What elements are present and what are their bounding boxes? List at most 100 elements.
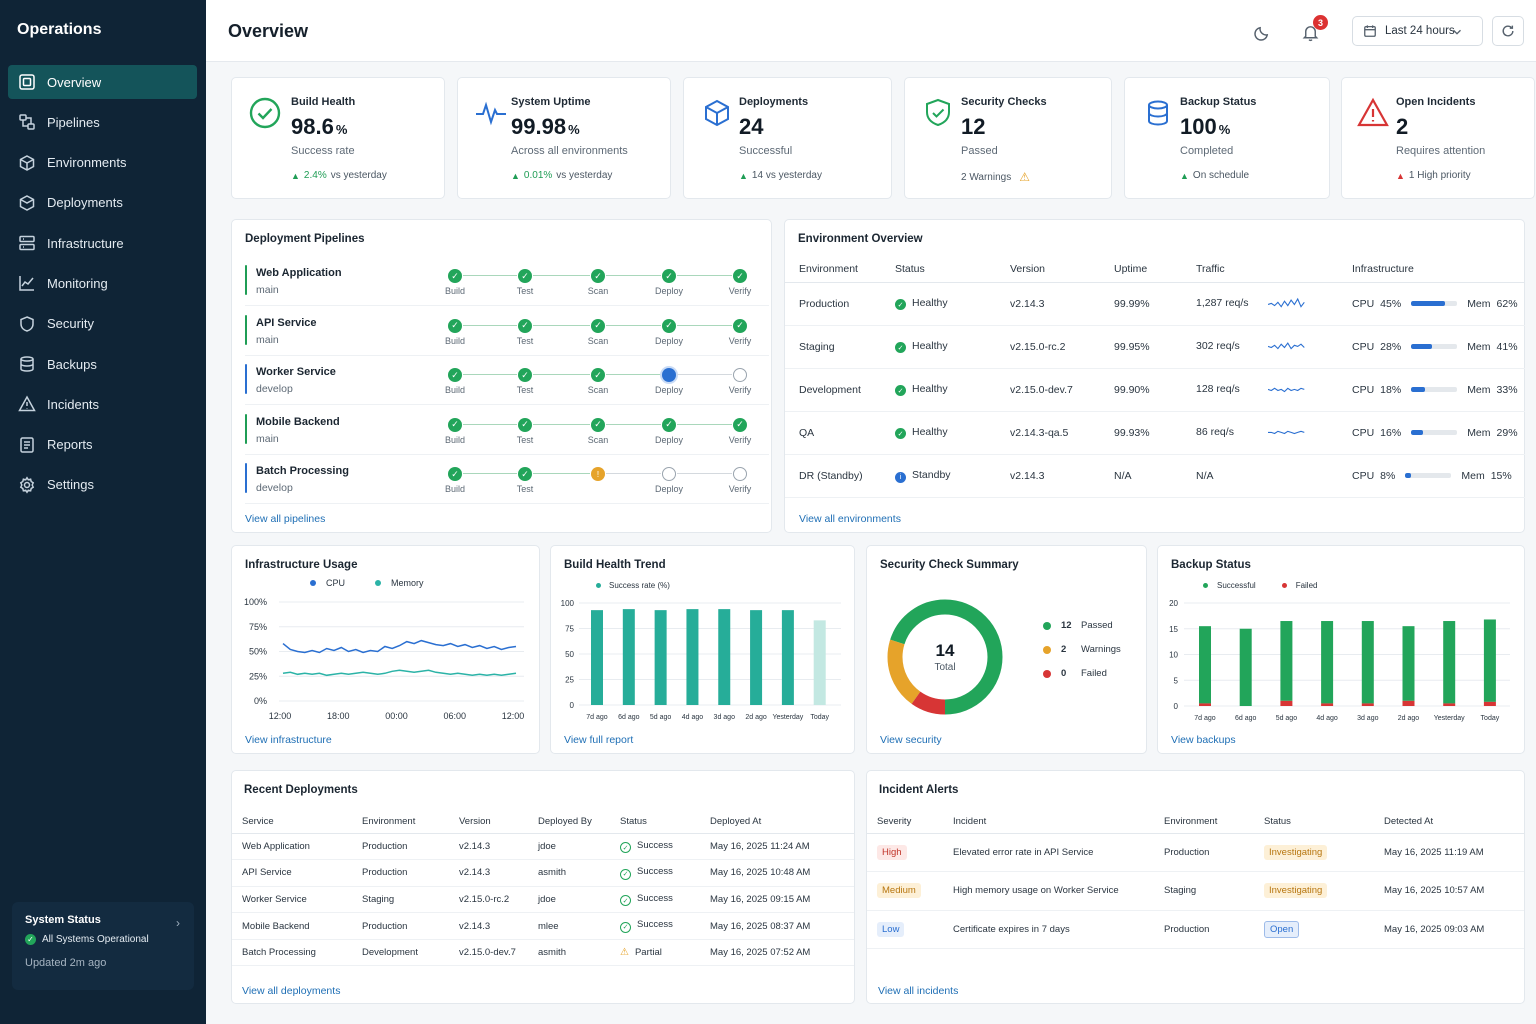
view-all-environments-link[interactable]: View all environments bbox=[799, 513, 901, 525]
kpi-system-uptime[interactable]: System Uptime 99.98% Across all environm… bbox=[457, 77, 671, 199]
sidebar-item-backups[interactable]: Backups bbox=[8, 347, 197, 381]
sidebar-item-infrastructure[interactable]: Infrastructure bbox=[8, 226, 197, 260]
cpu-bar-fill bbox=[1411, 344, 1433, 350]
environment-row[interactable]: Development ✓ Healthy v2.15.0-dev.7 99.90% 12… bbox=[785, 368, 1525, 412]
view-all-deployments-link[interactable]: View all deployments bbox=[242, 985, 341, 997]
pipeline-row[interactable]: Mobile Backend main ✓ Build ✓ Test ✓ Scan ✓ Deplo… bbox=[245, 407, 769, 455]
deployment-version: v2.14.3 bbox=[449, 859, 528, 887]
pipeline-stage[interactable]: ✓ Scan bbox=[568, 318, 628, 346]
deployment-env: Production bbox=[352, 912, 449, 940]
view-backups-link[interactable]: View backups bbox=[1171, 734, 1236, 746]
theme-toggle-button[interactable] bbox=[1249, 19, 1275, 45]
environment-row[interactable]: Production ✓ Healthy v2.14.3 99.99% 1,287 req… bbox=[785, 282, 1525, 326]
pipeline-stage[interactable]: ✓ Scan bbox=[568, 269, 628, 296]
bar-failed bbox=[1280, 700, 1293, 706]
kpi-build-health[interactable]: Build Health 98.6% Success rate ▲ 2.4% vs … bbox=[231, 77, 445, 199]
sidebar-item-label: Incidents bbox=[47, 396, 100, 412]
pipeline-stage[interactable]: ✓ Build bbox=[425, 467, 485, 494]
pipeline-row[interactable]: API Service main ✓ Build ✓ Test ✓ Scan ✓ Deploy ✓ V… bbox=[245, 308, 769, 356]
pipeline-stage[interactable]: Verify bbox=[710, 467, 770, 494]
deployment-row[interactable]: API Service Production v2.14.3 asmith ✓ Succe… bbox=[232, 859, 854, 887]
card-title: Infrastructure Usage bbox=[245, 559, 358, 571]
view-security-link[interactable]: View security bbox=[880, 734, 942, 746]
kpi-security-checks[interactable]: Security Checks 12 Passed 2 Warnings ⚠ bbox=[904, 77, 1112, 199]
refresh-button[interactable] bbox=[1492, 16, 1524, 46]
pipeline-stage[interactable]: ✓ Test bbox=[495, 417, 555, 445]
pipeline-stage[interactable]: ✓ Build bbox=[425, 368, 485, 395]
pipeline-stage[interactable]: ✓ Test bbox=[495, 467, 555, 494]
pipeline-stage[interactable]: ✓ Verify bbox=[710, 318, 770, 346]
cpu-bar bbox=[1405, 473, 1452, 479]
sidebar-item-label: Infrastructure bbox=[47, 235, 124, 251]
sidebar-item-environments[interactable]: Environments bbox=[8, 146, 197, 180]
environments-icon bbox=[19, 154, 35, 171]
pipeline-row[interactable]: Worker Service develop ✓ Build ✓ Test ✓ Scan Dep… bbox=[245, 357, 769, 405]
pipeline-row[interactable]: Web Application main ✓ Build ✓ Test ✓ Scan ✓ Depl… bbox=[245, 258, 769, 306]
environment-row[interactable]: QA ✓ Healthy v2.14.3-qa.5 99.93% 86 req/s CPU 1… bbox=[785, 411, 1525, 455]
pipeline-stage[interactable]: ✓ Scan bbox=[568, 417, 628, 445]
cpu-label: CPU bbox=[1352, 340, 1375, 353]
notifications-button[interactable]: 3 bbox=[1297, 15, 1328, 45]
kpi-backup-status[interactable]: Backup Status 100% Completed ▲ On schedul… bbox=[1124, 77, 1330, 199]
deployment-status: Success bbox=[637, 892, 673, 904]
environment-row[interactable]: DR (Standby) i Standby v2.14.3 N/A N/A CPU 8% Me… bbox=[785, 454, 1525, 498]
pipeline-stage[interactable]: ✓ Test bbox=[495, 318, 555, 346]
pipeline-stage[interactable]: ✓ Test bbox=[495, 368, 555, 395]
pipeline-stage[interactable]: ✓ Deploy bbox=[639, 318, 699, 346]
pipeline-stage[interactable]: Verify bbox=[710, 368, 770, 395]
sidebar-item-pipelines[interactable]: Pipelines bbox=[8, 105, 197, 139]
stage-connector bbox=[606, 275, 661, 276]
pipeline-row[interactable]: Batch Processing develop ✓ Build ✓ Test! Deplo… bbox=[245, 456, 769, 504]
deployment-at: May 16, 2025 10:48 AM bbox=[700, 859, 854, 887]
pipeline-stage[interactable]: ✓ Verify bbox=[710, 417, 770, 445]
pipeline-stage[interactable]: ✓ Test bbox=[495, 269, 555, 296]
pipeline-stage[interactable]: ✓ Deploy bbox=[639, 417, 699, 445]
incident-row[interactable]: High Elevated error rate in API Service Pr… bbox=[867, 833, 1524, 872]
sidebar-item-label: Reports bbox=[47, 437, 93, 453]
env-uptime: 99.99% bbox=[1114, 282, 1196, 326]
sidebar-item-reports[interactable]: Reports bbox=[8, 428, 197, 462]
mem-label: Mem bbox=[1467, 426, 1491, 439]
sidebar-item-settings[interactable]: Settings bbox=[8, 468, 197, 502]
y-tick-label: 50% bbox=[249, 647, 267, 657]
pipeline-stage[interactable]: ✓ Verify bbox=[710, 269, 770, 296]
view-all-incidents-link[interactable]: View all incidents bbox=[878, 985, 959, 997]
sidebar-item-monitoring[interactable]: Monitoring bbox=[8, 266, 197, 300]
sidebar-item-incidents[interactable]: Incidents bbox=[8, 387, 197, 421]
deployment-row[interactable]: Web Application Production v2.14.3 jdoe ✓ Suc… bbox=[232, 833, 854, 861]
stage-label: Build bbox=[444, 484, 465, 494]
deployment-row[interactable]: Worker Service Staging v2.15.0-rc.2 jdoe ✓ Su… bbox=[232, 886, 854, 914]
view-full-report-link[interactable]: View full report bbox=[564, 734, 634, 746]
pipeline-stage[interactable]: ✓ Build bbox=[425, 269, 485, 296]
bar-failed bbox=[1402, 700, 1415, 706]
legend-label: Warnings bbox=[1081, 644, 1121, 655]
pipeline-stage[interactable]: ✓ Deploy bbox=[639, 269, 699, 296]
cpu-value: 45% bbox=[1380, 297, 1402, 310]
env-version: v2.15.0-rc.2 bbox=[1010, 325, 1114, 369]
y-tick-label: 15 bbox=[1169, 625, 1178, 634]
sidebar-item-security[interactable]: Security bbox=[8, 307, 197, 341]
kpi-open-incidents[interactable]: Open Incidents 2 Requires attention ▲ 1 H… bbox=[1341, 77, 1535, 199]
deployment-row[interactable]: Mobile Backend Production v2.14.3 mlee ✓ Succ… bbox=[232, 912, 854, 940]
pipeline-stage[interactable]: ✓ Build bbox=[425, 318, 485, 346]
pipeline-stage[interactable]: ! bbox=[568, 467, 628, 484]
incident-row[interactable]: Medium High memory usage on Worker Servic… bbox=[867, 871, 1524, 911]
pipeline-stage[interactable]: ✓ Scan bbox=[568, 368, 628, 395]
time-range-select[interactable]: Last 24 hours bbox=[1352, 16, 1483, 46]
bar-successful bbox=[1321, 621, 1334, 704]
system-status-card[interactable]: System Status › ✓ All Systems Operationa… bbox=[12, 902, 194, 990]
pipeline-stage[interactable]: Deploy bbox=[639, 368, 699, 395]
kpi-deployments[interactable]: Deployments 24 Successful ▲ 14 vs yesterd… bbox=[683, 77, 892, 199]
bar-successful bbox=[1443, 621, 1456, 704]
pipeline-stage[interactable]: Deploy bbox=[639, 467, 699, 494]
environment-row[interactable]: Staging ✓ Healthy v2.15.0-rc.2 99.95% 302 req… bbox=[785, 325, 1525, 369]
incident-row[interactable]: Low Certificate expires in 7 days Producti… bbox=[867, 910, 1524, 949]
sidebar-item-deployments[interactable]: Deployments bbox=[8, 186, 197, 220]
deployment-row[interactable]: Batch Processing Development v2.15.0-dev.7… bbox=[232, 939, 854, 967]
sidebar-item-overview[interactable]: Overview bbox=[8, 65, 197, 99]
check-icon: ✓ bbox=[591, 269, 605, 283]
pipeline-stage[interactable]: ✓ Build bbox=[425, 417, 485, 445]
view-infrastructure-link[interactable]: View infrastructure bbox=[245, 734, 332, 746]
deployment-status: Success bbox=[637, 866, 673, 878]
view-all-pipelines-link[interactable]: View all pipelines bbox=[245, 513, 326, 525]
